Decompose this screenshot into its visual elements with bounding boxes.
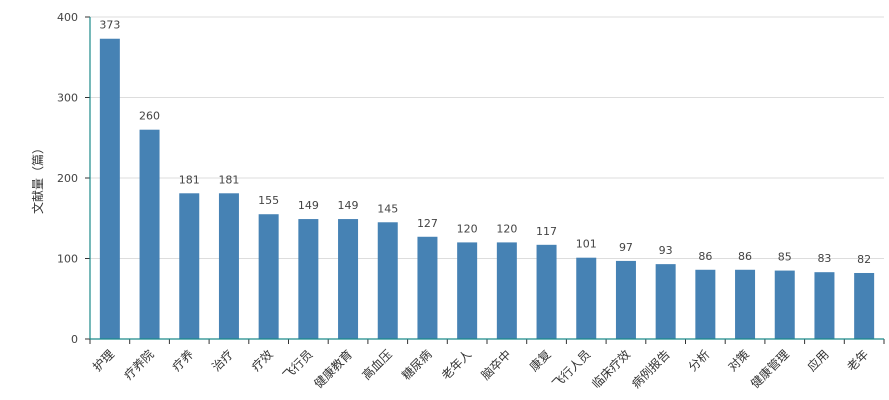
bar [814, 272, 835, 339]
category-label: 健康管理 [747, 347, 792, 392]
category-label: 护理 [90, 347, 117, 374]
data-label: 145 [377, 202, 398, 215]
bar [457, 242, 478, 339]
data-label: 86 [738, 250, 752, 263]
bar [774, 270, 795, 339]
category-label: 老年 [844, 347, 871, 374]
category-label: 病例报告 [628, 347, 673, 392]
data-label: 83 [817, 252, 831, 265]
data-label: 127 [417, 217, 438, 230]
category-label: 对策 [725, 347, 752, 374]
y-axis-ticks: 0 100 200 300 400 [57, 11, 90, 346]
bars [99, 38, 875, 340]
category-label: 应用 [804, 347, 832, 375]
grid-lines [90, 16, 884, 259]
data-label: 181 [218, 173, 239, 186]
bar [338, 219, 359, 339]
data-label: 155 [258, 194, 279, 207]
y-tick-label: 400 [57, 11, 78, 24]
data-labels: 373 260 181 181 155 149 149 145 127 120 120 117 101 9… [99, 19, 871, 266]
data-label: 181 [179, 173, 200, 186]
category-label: 治疗 [209, 347, 236, 374]
bar [417, 236, 438, 339]
bar [99, 38, 120, 340]
category-label: 疗养院 [121, 347, 157, 383]
bar [179, 193, 200, 339]
data-label: 149 [298, 199, 319, 212]
bar [218, 193, 239, 339]
bar [536, 244, 557, 339]
y-tick-label: 100 [57, 253, 78, 266]
category-label: 飞行员 [280, 347, 315, 382]
y-tick-label: 200 [57, 172, 78, 185]
bar [735, 269, 756, 339]
bar [854, 272, 875, 339]
category-label: 疗养 [169, 347, 197, 375]
data-label: 260 [139, 110, 160, 123]
category-label: 临床疗效 [589, 347, 634, 392]
bar [377, 222, 398, 339]
data-label: 86 [698, 250, 712, 263]
bar [615, 260, 636, 339]
y-tick-label: 300 [57, 92, 78, 105]
category-label: 高血压 [359, 347, 395, 383]
data-label: 82 [857, 253, 871, 266]
bar [298, 219, 319, 339]
category-label: 分析 [686, 347, 713, 374]
bar [695, 269, 716, 339]
category-label: 疗效 [248, 347, 276, 375]
bar [496, 242, 517, 339]
category-label: 脑卒中 [478, 347, 514, 383]
bar [139, 129, 160, 339]
data-label: 120 [496, 222, 517, 235]
bar [258, 214, 279, 339]
data-label: 101 [576, 238, 597, 251]
bar [655, 264, 676, 339]
data-label: 97 [619, 241, 633, 254]
category-label: 飞行人员 [550, 347, 594, 391]
bar [576, 257, 597, 339]
data-label: 149 [338, 199, 359, 212]
y-tick-label: 0 [71, 333, 78, 346]
category-label: 糖尿病 [398, 347, 434, 383]
data-label: 117 [536, 225, 557, 238]
data-label: 93 [659, 244, 673, 257]
data-label: 85 [778, 251, 792, 264]
data-label: 373 [99, 19, 120, 32]
y-axis-title: 文献量（篇） [30, 142, 45, 214]
data-label: 120 [457, 222, 478, 235]
category-label: 健康教育 [311, 347, 356, 392]
category-label: 老年人 [439, 347, 474, 382]
category-label: 康复 [526, 347, 554, 375]
